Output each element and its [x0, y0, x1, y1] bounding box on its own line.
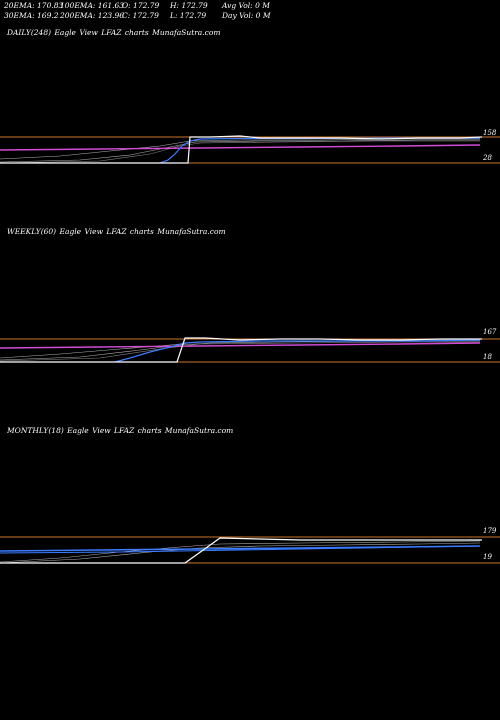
daily-price-line [0, 135, 483, 164]
monthly-ema-blue-2 [0, 545, 481, 554]
monthly-price-label: 179 [483, 527, 497, 535]
weekly-panel: 167 18 [0, 328, 500, 363]
monthly-ema-gray-1 [0, 540, 481, 563]
daily-ema-magenta [0, 144, 481, 151]
daily-ema-gray-3 [0, 140, 480, 164]
weekly-ema-magenta [0, 342, 481, 349]
daily-level-label: 28 [482, 154, 492, 162]
stat-open: O: 172.79 [122, 1, 160, 10]
daily-price-label: 158 [483, 129, 497, 137]
stat-ema20: 20EMA: 170.83 [4, 1, 64, 10]
stat-close: C: 172.79 [122, 11, 159, 20]
stat-low: L: 172.79 [170, 11, 207, 20]
daily-ema-gray-2 [0, 139, 480, 163]
weekly-price-line [0, 337, 482, 363]
stats-row-1: 20EMA: 170.83100EMA: 161.63O: 172.79 H: 1… [4, 1, 282, 11]
monthly-panel: 179 19 [0, 527, 500, 564]
stat-high: H: 172.79 [170, 1, 208, 10]
stat-ema200: 200EMA: 123.96 [60, 11, 125, 20]
stats-row-2: 30EMA: 169.2 200EMA: 123.96C: 172.79 L: 17… [4, 11, 282, 21]
weekly-panel-title: WEEKLY(60) Eagle View LFAZ charts Munafa… [7, 227, 226, 236]
monthly-ema-gray-2 [0, 542, 481, 564]
monthly-level-label: 19 [483, 553, 492, 561]
monthly-panel-title: MONTHLY(18) Eagle View LFAZ charts Munaf… [7, 426, 234, 435]
daily-panel: 158 28 [0, 129, 500, 164]
stat-avg-vol: Avg Vol: 0 M [222, 1, 270, 10]
weekly-ema-blue [114, 339, 481, 363]
monthly-price-line [0, 537, 482, 564]
weekly-level-label: 18 [483, 353, 492, 361]
stat-ema30: 30EMA: 169.2 [4, 11, 59, 20]
daily-panel-title: DAILY(248) Eagle View LFAZ charts Munafa… [7, 28, 221, 37]
stat-ema100: 100EMA: 161.63 [60, 1, 125, 10]
weekly-price-label: 167 [483, 328, 497, 336]
stats-header: 20EMA: 170.83100EMA: 161.63O: 172.79 H: 1… [4, 1, 282, 21]
stat-day-vol: Day Vol: 0 M [222, 11, 271, 20]
weekly-ema-gray-3 [0, 341, 480, 362]
